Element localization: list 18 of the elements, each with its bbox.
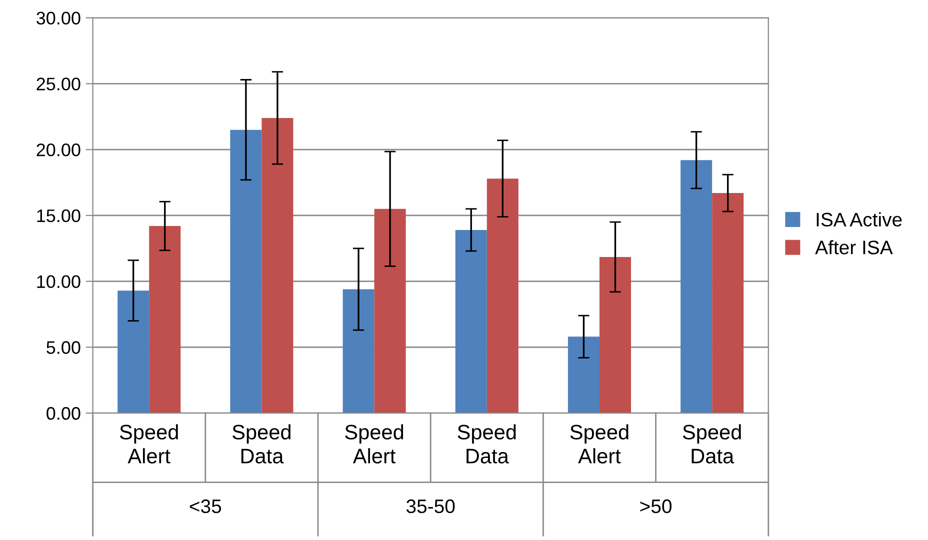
x-tick-label: Speed Alert (345, 424, 404, 464)
y-tick-label: 15.00 (37, 209, 80, 222)
y-tick-label: 20.00 (36, 144, 80, 156)
y-tick-label: 30.00 (36, 12, 80, 25)
text: 35-50 (406, 499, 455, 514)
y-tick-label: 0.00 (46, 407, 80, 420)
y-tick-label: 25.00 (36, 78, 80, 90)
legend-label: After ISA (815, 240, 893, 254)
text: >50 (640, 499, 672, 514)
x-tick-label: Speed Data (682, 424, 741, 464)
x-tick-label: Speed Alert (570, 424, 628, 464)
x-tick-label: Speed Data (458, 424, 516, 464)
x-tick-label: Speed Alert (120, 424, 178, 464)
text: <35 (190, 499, 222, 514)
legend-label: ISA Active (816, 212, 902, 227)
x-tick-label: Speed Data (232, 424, 290, 464)
y-tick-label: 10.00 (37, 275, 80, 288)
y-tick-label: 5.00 (46, 341, 80, 354)
